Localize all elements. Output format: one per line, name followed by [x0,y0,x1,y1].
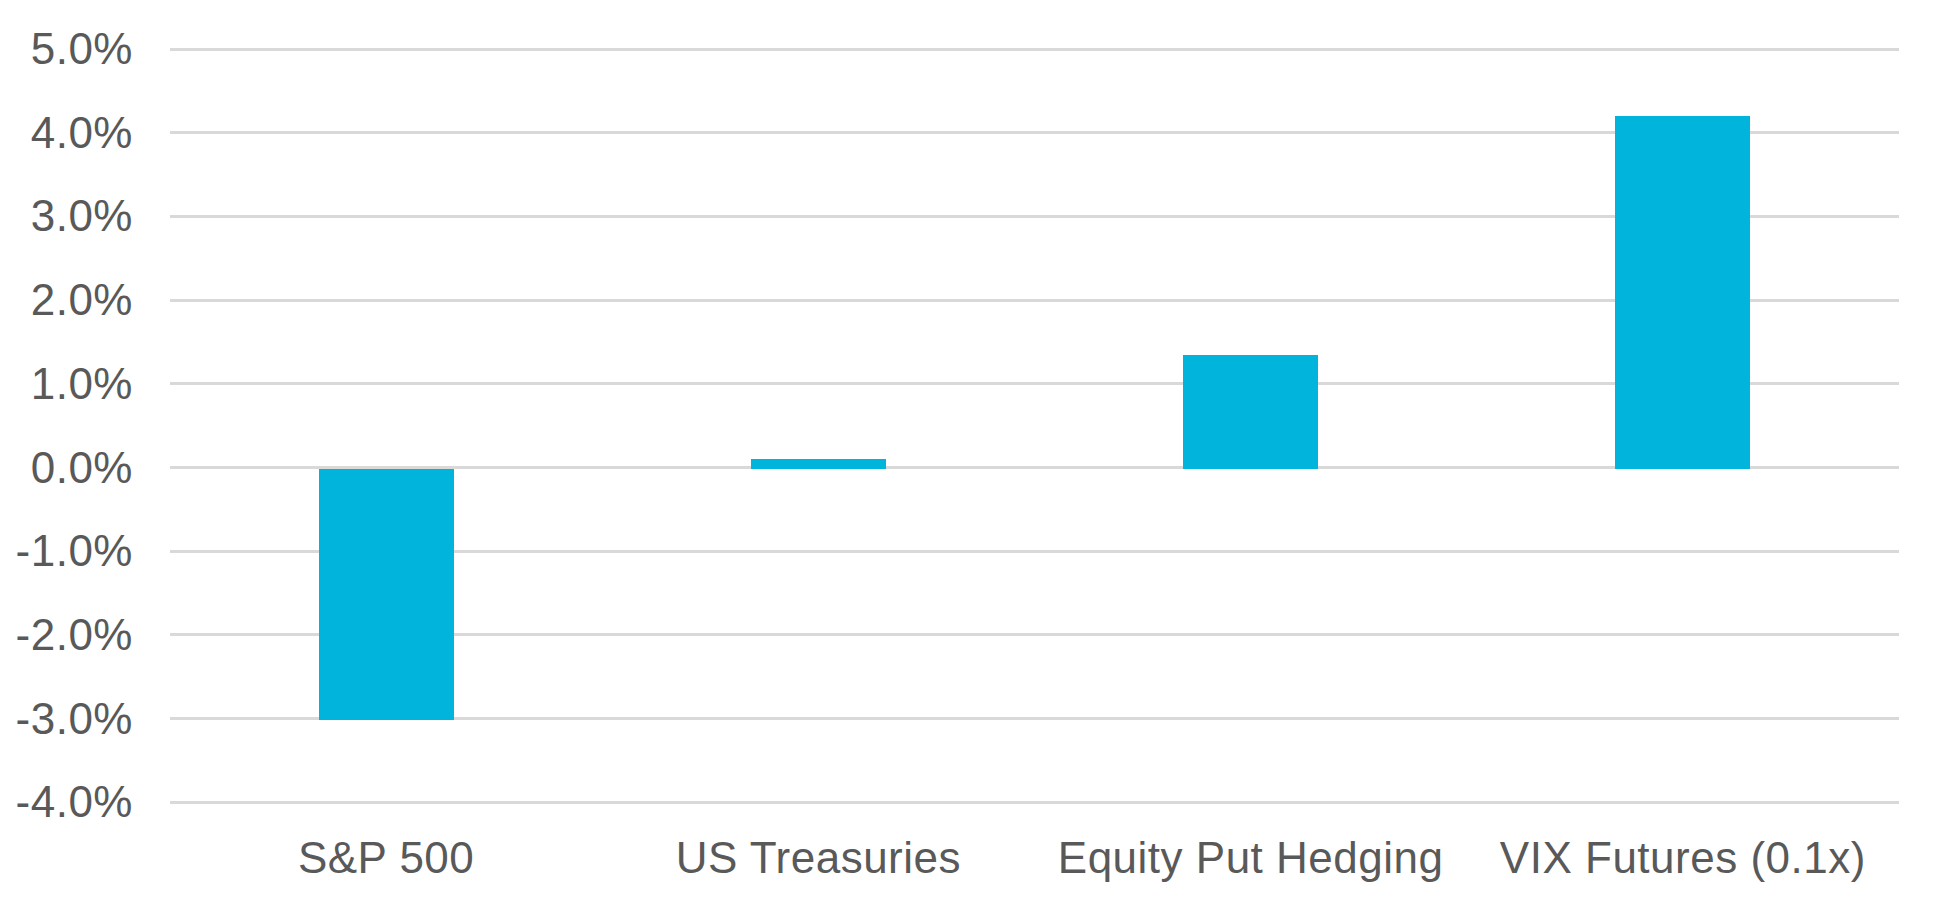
bar-chart: 5.0%4.0%3.0%2.0%1.0%0.0%-1.0%-2.0%-3.0%-… [0,0,1949,909]
x-axis-category-label: S&P 500 [170,830,602,886]
x-axis-category-label: VIX Futures (0.1x) [1467,830,1899,886]
x-axis-category-labels: S&P 500US TreasuriesEquity Put HedgingVI… [0,0,1949,909]
x-axis-category-label: US Treasuries [602,830,1034,886]
x-axis-category-label: Equity Put Hedging [1035,830,1467,886]
